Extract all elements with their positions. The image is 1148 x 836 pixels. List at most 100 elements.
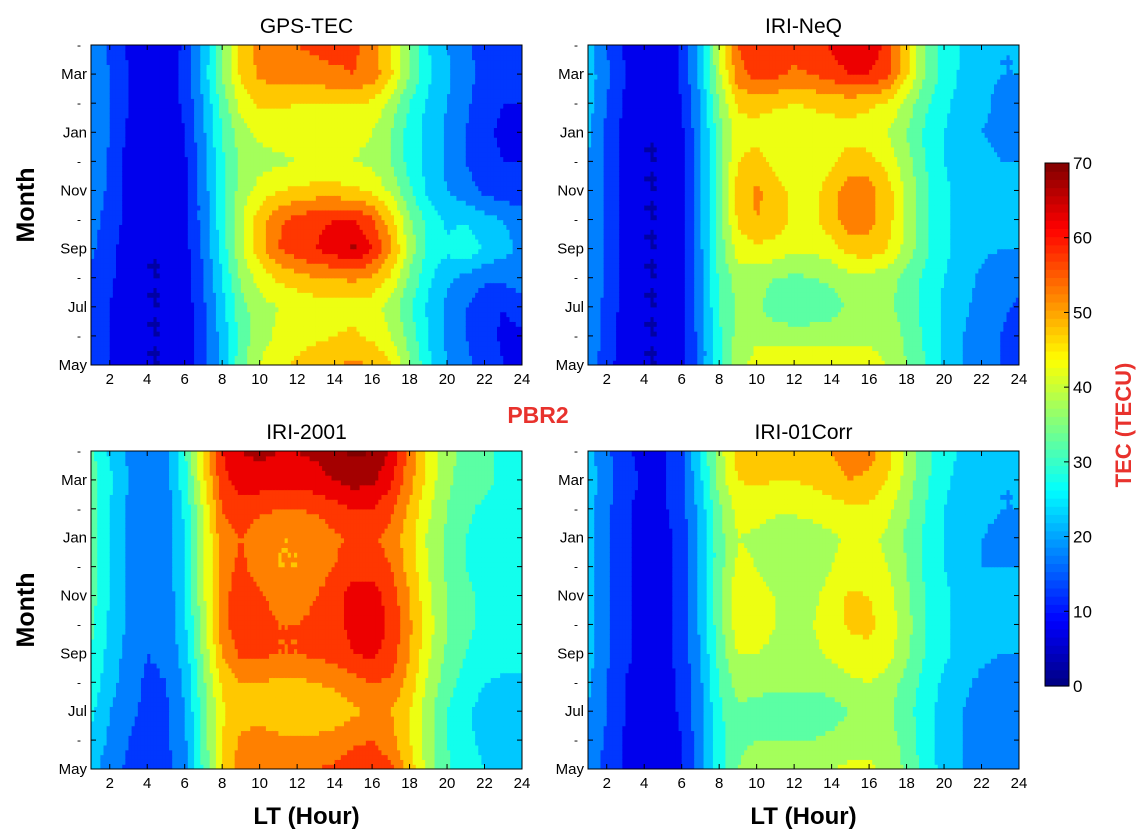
- contour-cell: [447, 190, 451, 196]
- contour-cell: [512, 292, 517, 298]
- contour-cell: [175, 355, 180, 361]
- contour-cell: [328, 224, 333, 230]
- contour-cell: [443, 355, 448, 361]
- contour-cell: [450, 326, 454, 332]
- contour-cell: [509, 321, 514, 327]
- contour-cell: [278, 282, 283, 289]
- contour-cell: [331, 263, 336, 269]
- contour-cell: [97, 238, 101, 245]
- contour-cell: [425, 331, 429, 337]
- contour-cell: [428, 248, 433, 255]
- contour-cell: [150, 297, 155, 303]
- contour-cell: [387, 263, 392, 269]
- contour-cell: [337, 287, 342, 293]
- contour-cell: [144, 195, 148, 201]
- contour-cell: [297, 234, 301, 240]
- contour-cell: [431, 219, 436, 225]
- contour-cell: [137, 277, 142, 284]
- contour-cell: [144, 272, 148, 279]
- contour-cell: [147, 209, 151, 216]
- contour-cell: [290, 360, 295, 365]
- contour-cell: [297, 350, 301, 356]
- contour-cell: [422, 340, 426, 347]
- contour-cell: [484, 205, 489, 211]
- contour-cell: [153, 263, 158, 269]
- contour-cell: [459, 224, 464, 230]
- contour-cell: [456, 345, 461, 352]
- contour-cell: [215, 306, 220, 313]
- contour-cell: [150, 234, 155, 240]
- contour-cell: [365, 287, 370, 293]
- contour-cell: [247, 234, 251, 240]
- contour-cell: [125, 238, 130, 245]
- contour-cell: [303, 335, 308, 342]
- contour-cell: [450, 268, 454, 274]
- contour-cell: [325, 331, 329, 337]
- contour-cell: [203, 287, 208, 293]
- contour-cell: [322, 229, 326, 235]
- contour-cell: [506, 229, 511, 235]
- contour-cell: [515, 326, 520, 332]
- contour-cell: [159, 219, 164, 225]
- contour-cell: [400, 306, 404, 313]
- contour-cell: [456, 311, 461, 318]
- contour-cell: [509, 234, 514, 240]
- contour-cell: [169, 321, 173, 327]
- contour-cell: [206, 272, 211, 279]
- contour-cell: [415, 263, 420, 269]
- contour-cell: [269, 321, 273, 327]
- contour-cell: [125, 277, 130, 284]
- contour-cell: [309, 306, 314, 313]
- contour-cell: [172, 292, 176, 298]
- contour-cell: [294, 355, 298, 361]
- contour-cell: [159, 331, 164, 337]
- contour-cell: [518, 277, 522, 284]
- contour-cell: [347, 360, 351, 365]
- contour-cell: [147, 301, 151, 308]
- contour-cell: [206, 326, 211, 332]
- contour-cell: [334, 229, 339, 235]
- contour-cell: [228, 253, 233, 259]
- contour-cell: [490, 268, 495, 274]
- contour-cell: [503, 277, 507, 284]
- contour-cell: [278, 253, 283, 259]
- contour-cell: [209, 190, 214, 196]
- contour-cell: [203, 282, 208, 289]
- contour-cell: [103, 219, 108, 225]
- contour-cell: [384, 209, 389, 216]
- contour-cell: [144, 282, 148, 289]
- contour-cell: [181, 258, 186, 264]
- contour-cell: [184, 219, 189, 225]
- contour-cell: [159, 277, 164, 284]
- contour-cell: [462, 253, 467, 259]
- contour-cell: [487, 360, 492, 365]
- contour-cell: [287, 321, 292, 327]
- contour-cell: [159, 287, 164, 293]
- contour-cell: [165, 345, 170, 352]
- contour-cell: [356, 326, 361, 332]
- contour-cell: [244, 277, 248, 284]
- contour-cell: [256, 316, 261, 322]
- contour-cell: [244, 253, 248, 259]
- contour-cell: [353, 205, 358, 211]
- contour-cell: [278, 238, 283, 245]
- contour-cell: [440, 224, 445, 230]
- contour-cell: [197, 243, 201, 250]
- contour-cell: [222, 355, 226, 361]
- contour-cell: [518, 301, 522, 308]
- contour-cell: [281, 229, 286, 235]
- contour-cell: [400, 345, 404, 352]
- contour-cell: [456, 321, 461, 327]
- contour-cell: [206, 316, 211, 322]
- contour-cell: [262, 326, 267, 332]
- contour-cell: [190, 316, 195, 322]
- contour-cell: [137, 229, 142, 235]
- contour-cell: [353, 224, 358, 230]
- contour-cell: [478, 190, 482, 196]
- contour-cell: [165, 297, 170, 303]
- contour-cell: [372, 350, 376, 356]
- contour-cell: [309, 301, 314, 308]
- contour-cell: [269, 306, 273, 313]
- contour-cell: [265, 355, 270, 361]
- contour-cell: [415, 268, 420, 274]
